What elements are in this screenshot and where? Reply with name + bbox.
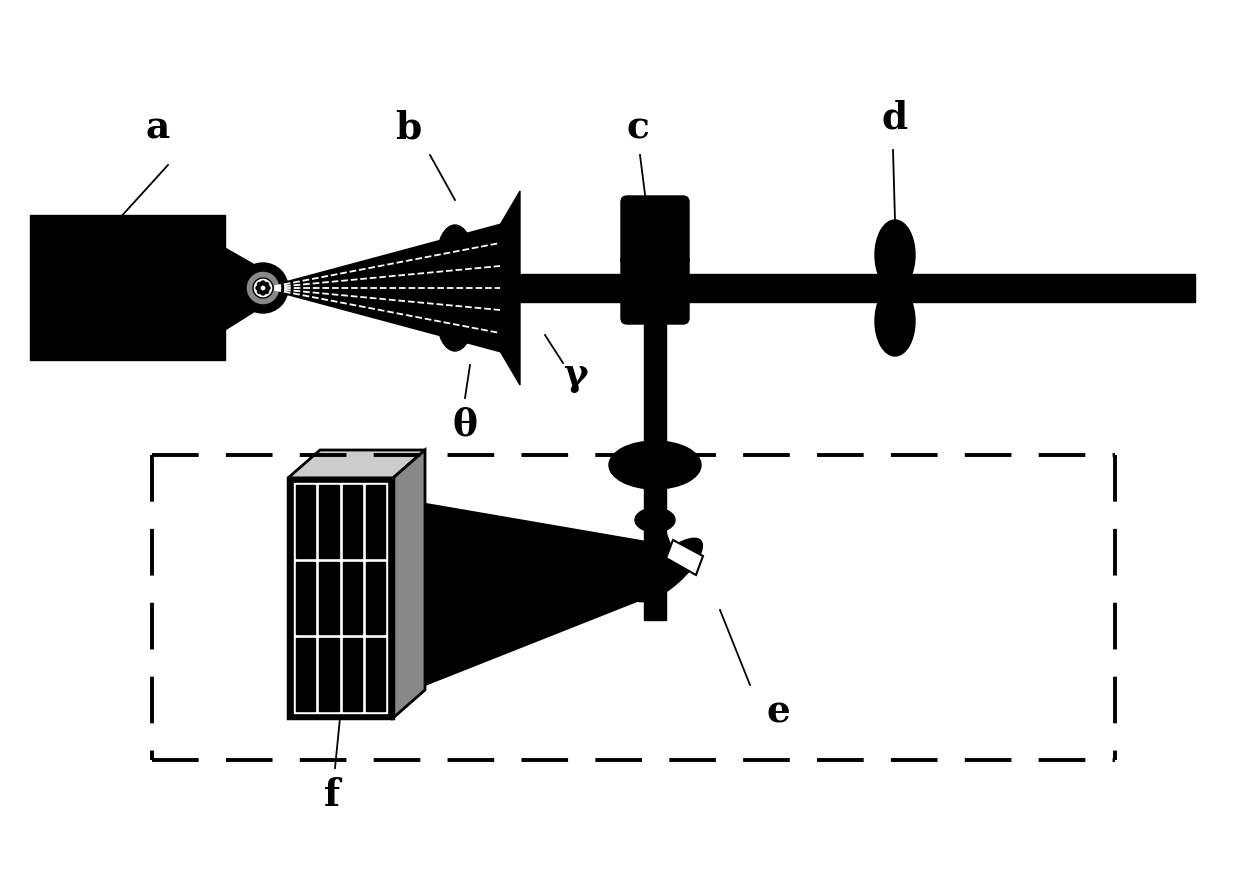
Circle shape xyxy=(255,286,260,290)
Bar xyxy=(294,483,387,713)
Text: b: b xyxy=(394,110,422,146)
Bar xyxy=(296,562,315,634)
Bar xyxy=(366,638,384,711)
Text: f: f xyxy=(324,777,340,814)
Bar xyxy=(288,478,393,718)
FancyBboxPatch shape xyxy=(621,196,689,266)
Circle shape xyxy=(264,289,269,294)
Bar xyxy=(296,485,315,557)
Ellipse shape xyxy=(436,225,472,291)
Ellipse shape xyxy=(875,220,915,290)
Circle shape xyxy=(246,271,280,305)
Polygon shape xyxy=(666,540,703,575)
Text: d: d xyxy=(882,99,908,137)
Bar xyxy=(30,215,224,360)
Text: a: a xyxy=(146,110,170,146)
Bar xyxy=(319,485,339,557)
Circle shape xyxy=(264,282,269,287)
Polygon shape xyxy=(263,223,505,353)
Bar xyxy=(644,302,666,620)
Text: γ: γ xyxy=(563,356,588,394)
Bar xyxy=(342,485,362,557)
FancyBboxPatch shape xyxy=(621,254,689,324)
Polygon shape xyxy=(224,248,260,330)
Bar xyxy=(515,274,1195,302)
Bar xyxy=(366,485,384,557)
Bar xyxy=(342,638,362,711)
Circle shape xyxy=(260,291,265,295)
Circle shape xyxy=(260,281,265,285)
Circle shape xyxy=(253,278,273,298)
Circle shape xyxy=(267,286,270,290)
Bar xyxy=(319,638,339,711)
Polygon shape xyxy=(393,450,425,718)
Polygon shape xyxy=(463,191,520,385)
Bar xyxy=(296,638,315,711)
Ellipse shape xyxy=(634,538,702,602)
Circle shape xyxy=(238,263,288,313)
Text: θ: θ xyxy=(453,407,477,443)
Ellipse shape xyxy=(635,508,675,532)
Text: c: c xyxy=(626,110,650,146)
Polygon shape xyxy=(288,450,425,478)
Text: e: e xyxy=(766,693,790,731)
Bar xyxy=(366,562,384,634)
Ellipse shape xyxy=(609,441,701,489)
Circle shape xyxy=(258,289,262,294)
Bar xyxy=(288,478,393,718)
Ellipse shape xyxy=(875,286,915,356)
Ellipse shape xyxy=(436,285,472,351)
Circle shape xyxy=(258,282,262,287)
Polygon shape xyxy=(645,530,678,578)
Bar xyxy=(342,562,362,634)
Polygon shape xyxy=(393,498,666,698)
Bar xyxy=(319,562,339,634)
